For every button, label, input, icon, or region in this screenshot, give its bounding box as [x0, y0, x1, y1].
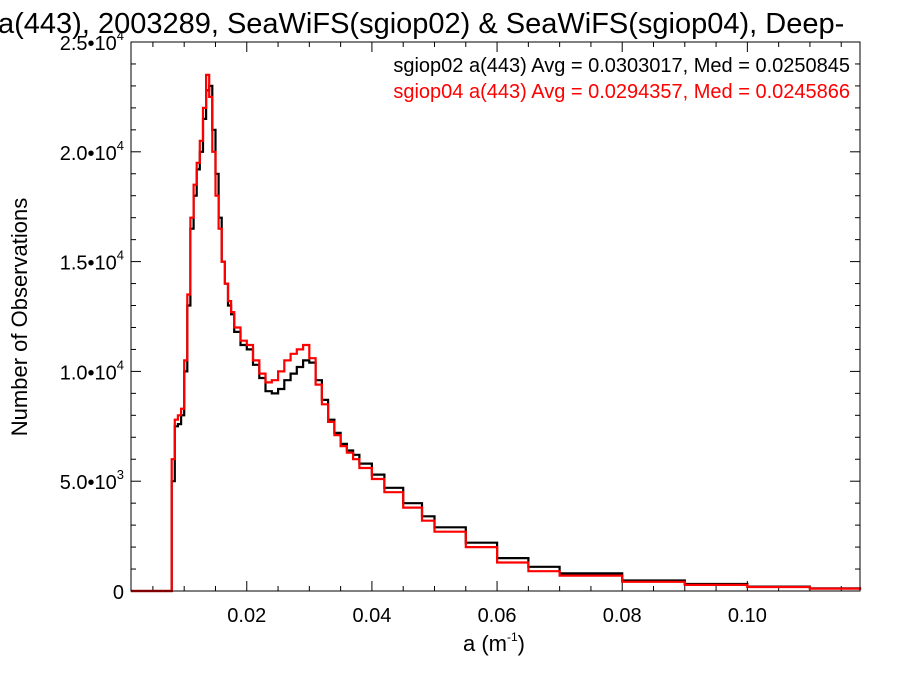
x-tick-label: 0.04 — [352, 605, 391, 627]
y-axis-ticks: 0 5.0•103 1.0•104 1.5•104 2.0•104 2.5•104 — [60, 28, 860, 604]
x-axis-ticks: 0.02 0.04 0.06 0.08 0.10 — [152, 42, 842, 627]
y-axis-label: Number of Observations — [7, 198, 32, 436]
x-axis-label-close: ) — [518, 631, 525, 656]
x-tick-label: 0.10 — [728, 605, 767, 627]
x-tick-label: 0.08 — [603, 605, 642, 627]
series-line-sgiop04 — [131, 73, 862, 593]
annotation-sgiop04: sgiop04 a(443) Avg = 0.0294357, Med = 0.… — [393, 81, 850, 103]
y-tick-label: 5.0•103 — [60, 467, 124, 494]
x-tick-label: 0.06 — [478, 605, 517, 627]
x-axis-label: a (m-1) — [463, 630, 525, 656]
x-tick-label: 0.02 — [227, 605, 266, 627]
series-layer — [131, 73, 862, 593]
chart-title: a(443), 2003289, SeaWiFS(sgiop02) & SeaW… — [0, 8, 844, 40]
x-axis-label-main: a (m — [463, 631, 507, 656]
y-tick-label: 2.0•104 — [60, 138, 124, 165]
annotation-sgiop02: sgiop02 a(443) Avg = 0.0303017, Med = 0.… — [393, 55, 850, 77]
x-axis-label-unit-exponent: -1 — [507, 630, 518, 644]
y-tick-label: 0 — [113, 582, 124, 604]
y-tick-label: 1.0•104 — [60, 357, 124, 384]
y-tick-label: 1.5•104 — [60, 248, 124, 275]
plot-frame — [130, 41, 861, 592]
y-tick-label: 2.5•104 — [60, 28, 124, 55]
